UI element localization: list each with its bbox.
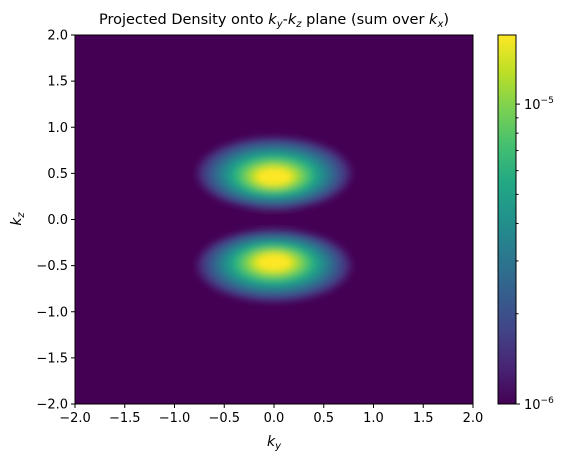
x-tick-label: −0.5	[208, 411, 240, 426]
y-axis-label: kz	[9, 212, 27, 226]
x-tick-label: 1.5	[413, 411, 434, 426]
colorbar-axis: 10−6 10−5	[516, 96, 554, 413]
colorbar	[497, 34, 517, 405]
y-tick-label: −1.5	[36, 351, 68, 366]
x-tick-label: −1.0	[159, 411, 191, 426]
y-tick-label: 0.5	[47, 167, 68, 182]
density-lobes	[196, 136, 352, 303]
y-tick-label: 0.0	[47, 213, 68, 228]
x-tick-label: 0.0	[264, 411, 285, 426]
node-gap	[240, 209, 308, 226]
x-tick-label: 2.0	[463, 411, 484, 426]
y-tick-label: 2.0	[47, 29, 68, 44]
x-tick-label: 0.5	[313, 411, 334, 426]
colorbar-tick-label: 10−5	[524, 96, 554, 113]
y-tick-label: −2.0	[36, 398, 68, 413]
upper-lobe-band	[256, 168, 292, 186]
y-tick-label: 1.0	[47, 121, 68, 136]
x-tick-label: 1.0	[363, 411, 384, 426]
x-axis-label: ky	[267, 434, 282, 452]
x-tick-label: −2.0	[59, 411, 91, 426]
heatmap-layer	[196, 136, 352, 303]
y-tick-label: −0.5	[36, 259, 68, 274]
x-tick-label: −1.5	[109, 411, 141, 426]
lower-lobe-band	[256, 253, 292, 271]
y-tick-label: −1.0	[36, 305, 68, 320]
y-tick-label: 1.5	[47, 75, 68, 90]
colorbar-tick-label: 10−6	[524, 396, 554, 413]
x-axis: −2.0 −1.5 −1.0 −0.5 0.0 0.5 1.0 1.5 2.0	[59, 404, 483, 426]
chart-title: Projected Density onto ky-kz plane (sum …	[99, 12, 449, 30]
y-axis: −2.0 −1.5 −1.0 −0.5 0.0 0.5 1.0 1.5 2.0	[36, 29, 75, 413]
